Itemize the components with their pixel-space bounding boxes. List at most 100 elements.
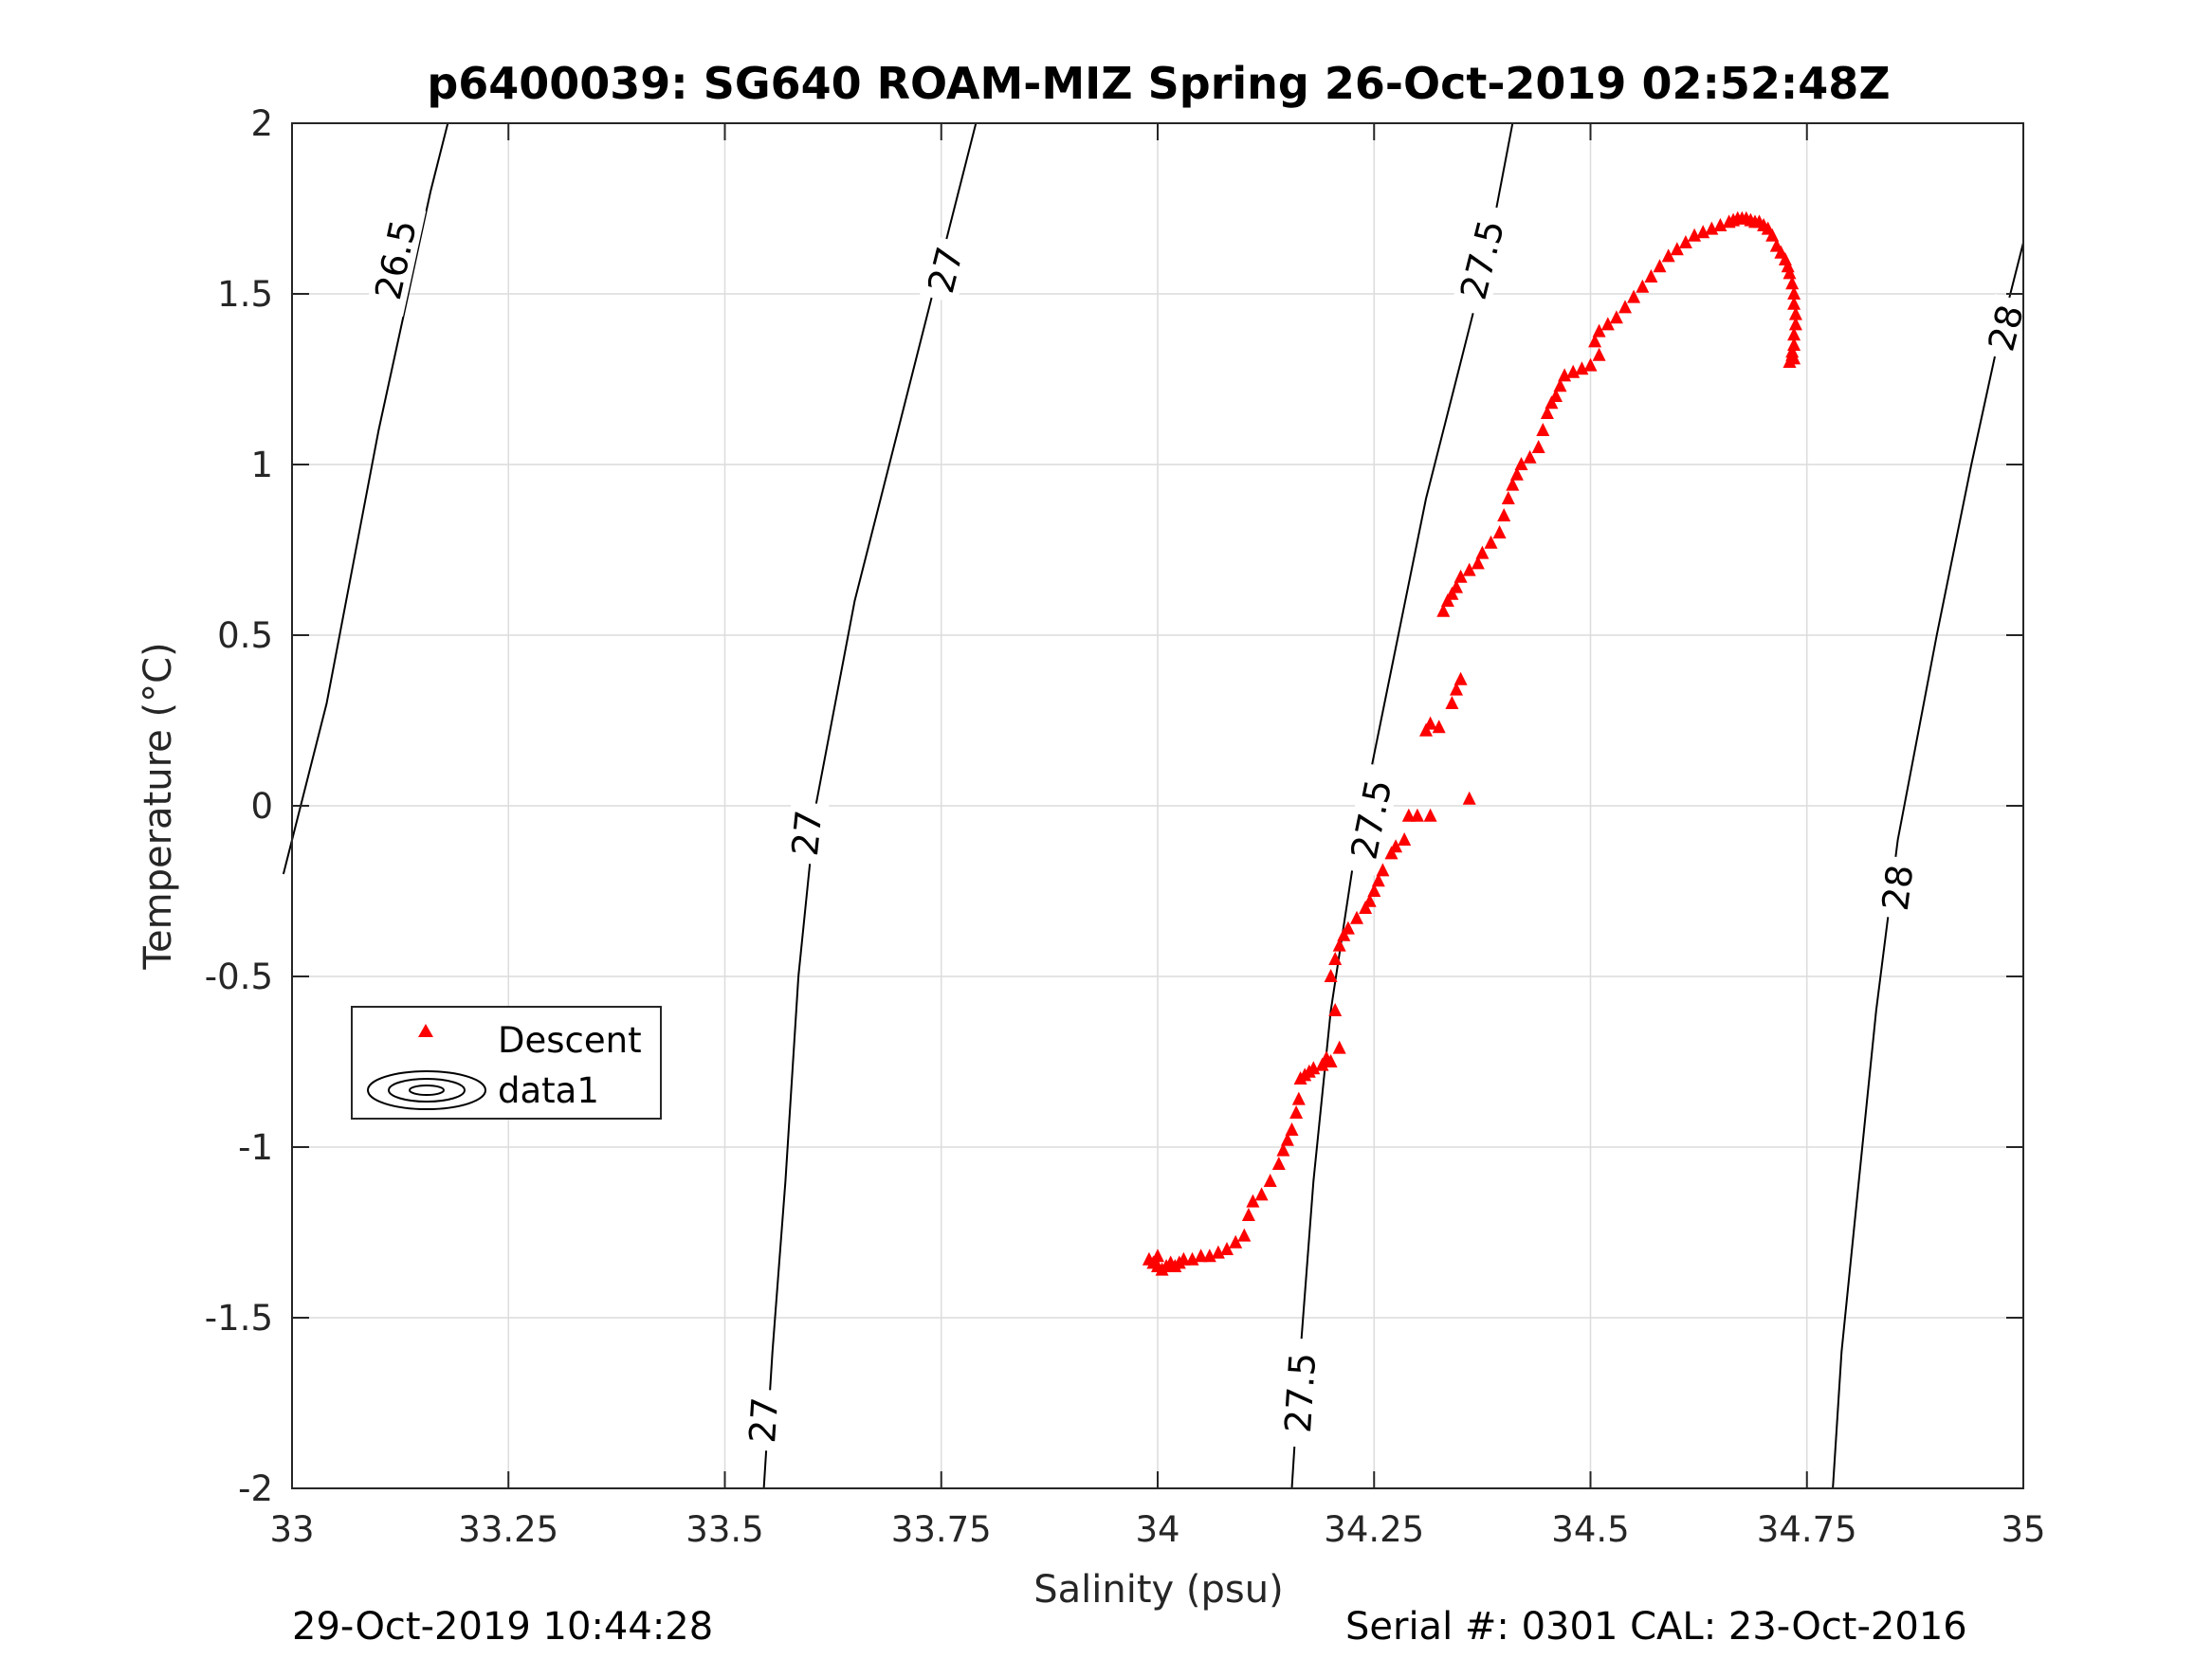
- descent-point: [1678, 235, 1692, 248]
- descent-point: [1688, 228, 1702, 242]
- descent-point: [1653, 259, 1667, 273]
- descent-point: [1787, 286, 1801, 300]
- chart-title: p6400039: SG640 ROAM-MIZ Spring 26-Oct-2…: [427, 58, 1890, 109]
- descent-point: [1575, 361, 1589, 375]
- descent-point: [1787, 327, 1801, 341]
- descent-point: [1211, 1245, 1225, 1259]
- descent-point: [1450, 682, 1463, 696]
- descent-point: [1514, 457, 1528, 470]
- descent-point: [1558, 368, 1572, 382]
- descent-point: [1588, 334, 1602, 348]
- descent-point: [1661, 248, 1675, 263]
- descent-point: [1384, 846, 1398, 860]
- y-tick-label: 1.5: [217, 274, 273, 315]
- descent-point: [1583, 357, 1598, 372]
- descent-point: [1540, 406, 1554, 419]
- descent-point: [1276, 1142, 1290, 1157]
- descent-point: [1705, 221, 1719, 235]
- y-tick-label: 0.5: [217, 615, 273, 656]
- descent-point: [1445, 696, 1459, 709]
- contour-label-text: 28: [1874, 863, 1922, 913]
- footer-timestamp: 29-Oct-2019 10:44:28: [292, 1605, 714, 1649]
- descent-point: [1462, 562, 1476, 576]
- descent-point: [1501, 491, 1515, 504]
- descent-point: [1337, 927, 1351, 941]
- x-axis-label: Salinity (psu): [1033, 1568, 1283, 1612]
- x-tick-label: 34: [1135, 1509, 1179, 1550]
- descent-point: [1246, 1194, 1260, 1208]
- contour-label-text: 27: [741, 1395, 786, 1444]
- descent-point: [1350, 910, 1363, 924]
- descent-point: [1785, 276, 1800, 290]
- descent-point: [1536, 423, 1550, 436]
- descent-point: [1202, 1249, 1216, 1263]
- contour-label: 27: [741, 1388, 786, 1452]
- descent-point: [1436, 603, 1451, 617]
- descent-point: [1263, 1174, 1277, 1187]
- descent-point: [1423, 808, 1437, 822]
- descent-point: [1788, 306, 1802, 320]
- descent-point: [1362, 893, 1377, 907]
- descent-point: [1445, 586, 1459, 600]
- descent-point: [1151, 1249, 1164, 1263]
- descent-point: [1765, 228, 1780, 242]
- descent-point: [1432, 720, 1446, 734]
- y-tick-label: -2: [238, 1468, 273, 1509]
- descent-series: [1142, 210, 1802, 1276]
- descent-point: [1545, 395, 1559, 410]
- contour-label-gap: [1874, 855, 1921, 921]
- descent-point: [1241, 1208, 1255, 1221]
- descent-point: [1367, 884, 1381, 897]
- contour-line-26-5: [282, 122, 449, 875]
- contour-line-28: [1832, 242, 2024, 1489]
- descent-point: [1506, 477, 1520, 491]
- x-tick-label: 35: [2001, 1509, 2045, 1550]
- contour-label-gap: [920, 235, 972, 304]
- descent-point: [1782, 265, 1797, 280]
- legend: Descent data1: [351, 1006, 662, 1120]
- descent-point: [1462, 791, 1476, 805]
- descent-point: [1419, 722, 1433, 737]
- descent-point: [1696, 225, 1710, 239]
- descent-point: [1194, 1249, 1208, 1263]
- y-axis-label: Temperature (°C): [137, 642, 180, 970]
- legend-descent-label: Descent: [498, 1020, 642, 1061]
- y-tick-label: -1.5: [205, 1298, 273, 1339]
- descent-point: [1328, 952, 1343, 965]
- descent-point: [1440, 593, 1454, 607]
- descent-point: [1636, 279, 1650, 293]
- descent-point: [1492, 525, 1507, 538]
- y-tick-label: -1: [238, 1127, 273, 1168]
- descent-point: [1376, 863, 1390, 877]
- descent-point: [1788, 317, 1802, 331]
- descent-point: [1280, 1132, 1294, 1146]
- descent-point: [1237, 1228, 1252, 1242]
- descent-point: [1332, 1040, 1346, 1054]
- descent-point: [1618, 300, 1632, 314]
- descent-point: [1450, 579, 1463, 593]
- descent-point: [1566, 364, 1581, 378]
- descent-point: [1398, 832, 1412, 846]
- descent-point: [1785, 344, 1800, 358]
- descent-point: [1627, 289, 1641, 303]
- contour-label: 27.5: [1277, 1338, 1324, 1449]
- descent-point: [1509, 466, 1524, 481]
- descent-point: [1341, 921, 1355, 935]
- descent-point: [1359, 901, 1373, 914]
- contour-label-gap: [1980, 294, 2032, 362]
- legend-descent-marker: [418, 1024, 433, 1037]
- contour-label-gap: [1278, 1338, 1324, 1449]
- descent-point: [1453, 569, 1468, 583]
- descent-point: [1410, 808, 1424, 822]
- legend-data1-label: data1: [498, 1070, 599, 1111]
- descent-point: [1475, 545, 1490, 559]
- descent-point: [1307, 1061, 1321, 1075]
- descent-point: [1177, 1251, 1191, 1266]
- descent-point: [1291, 1091, 1306, 1105]
- descent-point: [1600, 317, 1615, 331]
- x-tick-label: 34.25: [1324, 1509, 1424, 1550]
- descent-point: [1549, 389, 1563, 402]
- contour-label: 27: [784, 800, 831, 866]
- descent-point: [1471, 556, 1485, 570]
